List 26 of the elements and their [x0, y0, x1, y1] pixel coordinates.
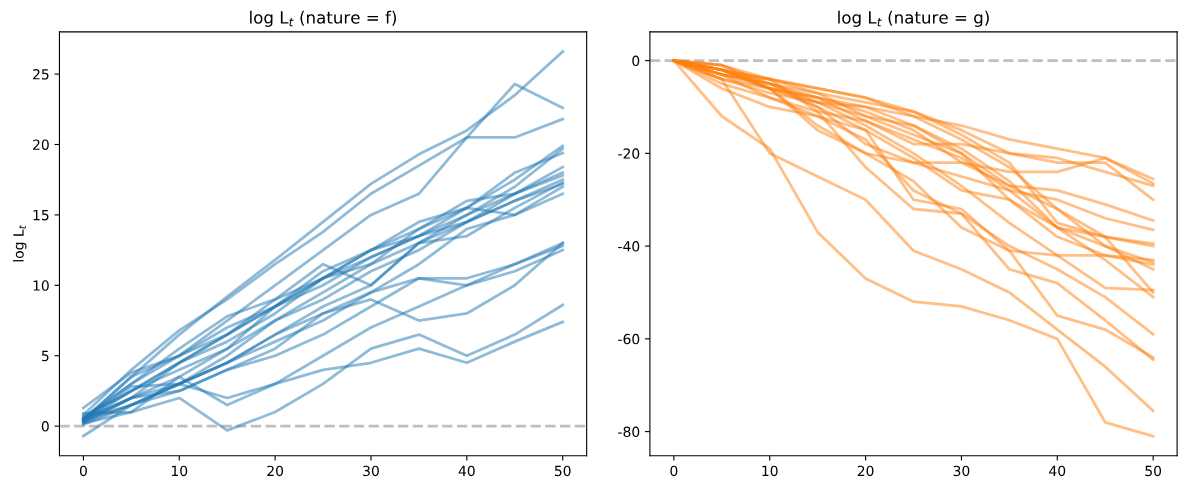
chart-title: log L$_{t}$ (nature = g) [838, 10, 989, 27]
x-tick-label: 20 [267, 465, 284, 477]
y-tick-label: 20 [33, 139, 49, 150]
y-tick-label: -60 [618, 333, 640, 345]
x-tick-label: 40 [458, 465, 475, 477]
y-tick-label: -80 [618, 426, 640, 438]
y-tick-label: 5 [41, 350, 49, 362]
y-tick-label: -20 [618, 148, 640, 159]
x-tick-label: 0 [670, 465, 678, 477]
y-tick-label: 0 [41, 421, 49, 432]
x-tick-label: 50 [554, 465, 571, 477]
y-tick-label: 15 [33, 210, 49, 221]
x-tick-label: 20 [857, 465, 874, 477]
y-tick-label: -40 [618, 241, 640, 252]
chart-title: log L$_{t}$ (nature = f) [250, 10, 397, 27]
x-tick-label: 40 [1049, 465, 1066, 477]
x-tick-label: 30 [363, 465, 379, 477]
y-axis-title: log L$_{t}$ [13, 225, 27, 262]
y-tick-label: 10 [33, 280, 49, 291]
x-tick-label: 10 [171, 465, 188, 477]
x-tick-label: 30 [953, 465, 970, 477]
x-tick-label: 0 [79, 465, 87, 477]
x-tick-label: 50 [1145, 465, 1162, 477]
x-tick-label: 10 [762, 465, 778, 477]
y-tick-label: 0 [632, 55, 640, 67]
y-tick-label: 25 [33, 69, 49, 80]
